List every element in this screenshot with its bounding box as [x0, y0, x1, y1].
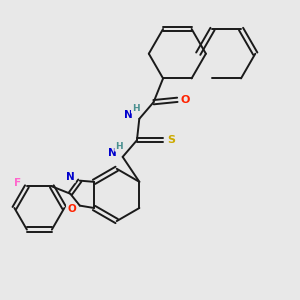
Text: S: S: [167, 135, 175, 145]
Text: H: H: [132, 103, 140, 112]
Text: F: F: [14, 178, 21, 188]
Text: N: N: [124, 110, 133, 120]
Text: N: N: [108, 148, 116, 158]
Text: O: O: [67, 204, 76, 214]
Text: H: H: [115, 142, 123, 151]
Text: O: O: [181, 95, 190, 105]
Text: N: N: [66, 172, 75, 182]
